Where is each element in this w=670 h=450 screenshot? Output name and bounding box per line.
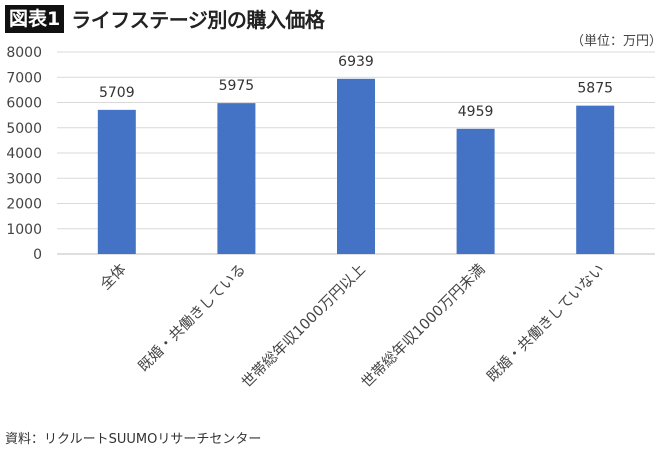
data-label: 5975 xyxy=(219,78,255,94)
figure-badge: 図表1 xyxy=(5,4,65,33)
x-tick-label: 既婚・共働きしていない xyxy=(484,261,609,386)
title-text: ライフステージ別の購入価格 xyxy=(71,8,325,32)
data-label: 4959 xyxy=(458,104,494,120)
bar xyxy=(456,128,495,254)
y-tick-label: 4000 xyxy=(6,146,42,162)
data-label: 5875 xyxy=(577,81,613,97)
y-tick-label: 8000 xyxy=(6,45,42,61)
y-tick-label: 3000 xyxy=(6,171,42,187)
data-label: 6939 xyxy=(338,54,374,70)
data-label: 5709 xyxy=(99,85,135,101)
bar xyxy=(576,105,615,254)
bar xyxy=(217,103,256,254)
y-tick-label: 1000 xyxy=(6,222,42,238)
x-tick-label: 世帯総年収1000万円以上 xyxy=(238,261,368,391)
bar xyxy=(337,78,375,254)
x-tick-label: 世帯総年収1000万円未満 xyxy=(358,261,488,391)
y-tick-label: 5000 xyxy=(6,121,42,137)
x-tick-label: 既婚・共働きしている xyxy=(135,261,249,375)
y-tick-label: 6000 xyxy=(6,96,42,112)
source-note: 資料：リクルートSUUMOリサーチセンター xyxy=(5,432,262,447)
y-tick-label: 2000 xyxy=(6,197,42,213)
x-tick-label: 全体 xyxy=(96,260,130,294)
bar xyxy=(97,109,136,254)
unit-label: （単位：万円） xyxy=(570,34,662,49)
chart-title: 図表1 ライフステージ別の購入価格 xyxy=(5,4,325,33)
y-tick-label: 0 xyxy=(33,247,42,263)
y-tick-label: 7000 xyxy=(6,70,42,86)
